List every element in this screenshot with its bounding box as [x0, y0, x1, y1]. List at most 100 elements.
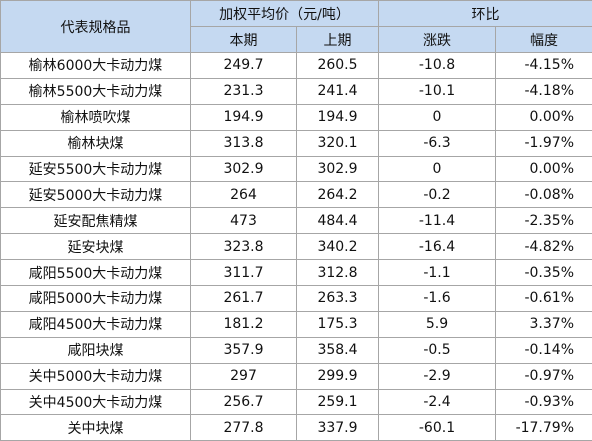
header-cell: 涨跌	[378, 26, 496, 53]
value-cell: -0.93%	[495, 388, 592, 416]
value-cell: -0.61%	[495, 285, 592, 312]
spec-cell: 延安块煤	[0, 233, 191, 261]
spec-cell: 延安配焦精煤	[0, 207, 191, 235]
table-row: 延安配焦精煤 473 484.4 -11.4 -2.35%	[0, 207, 592, 235]
value-cell: 313.8	[190, 129, 297, 157]
value-cell: -2.4	[378, 388, 496, 416]
value-cell: -0.14%	[495, 336, 592, 364]
value-cell: -10.1	[378, 77, 496, 105]
value-cell: -0.2	[378, 181, 496, 209]
value-cell: 3.37%	[495, 310, 592, 338]
value-cell: 241.4	[296, 77, 379, 105]
value-cell: 484.4	[296, 207, 379, 235]
table-row: 咸阳5000大卡动力煤 261.7 263.3 -1.6 -0.61%	[0, 285, 592, 312]
spec-cell: 榆林5500大卡动力煤	[0, 77, 191, 105]
header-row: 本期 上期 涨跌 幅度	[1, 26, 592, 53]
value-cell: -4.82%	[495, 233, 592, 261]
value-cell: 263.3	[296, 285, 379, 312]
value-cell: -0.08%	[495, 181, 592, 209]
value-cell: -2.9	[378, 362, 496, 390]
header-row: 代表规格品 加权平均价（元/吨） 环比	[0, 0, 592, 53]
value-cell: 5.9	[378, 310, 496, 338]
value-cell: 340.2	[296, 233, 379, 261]
value-cell: 357.9	[190, 336, 297, 364]
table-row: 榆林6000大卡动力煤 249.7 260.5 -10.8 -4.15%	[0, 52, 592, 79]
value-cell: -16.4	[378, 233, 496, 261]
value-cell: 302.9	[190, 155, 297, 183]
spec-cell: 咸阳5000大卡动力煤	[0, 285, 191, 312]
value-cell: 264	[190, 181, 297, 209]
value-cell: -1.6	[378, 285, 496, 312]
spec-cell: 咸阳5500大卡动力煤	[0, 259, 191, 287]
value-cell: 231.3	[190, 77, 297, 105]
value-cell: 259.1	[296, 388, 379, 416]
value-cell: 299.9	[296, 362, 379, 390]
value-cell: -11.4	[378, 207, 496, 235]
spec-cell: 关中块煤	[0, 414, 191, 441]
value-cell: 0	[378, 155, 496, 183]
spec-cell: 咸阳4500大卡动力煤	[0, 310, 191, 338]
table-row: 榆林喷吹煤 194.9 194.9 0 0.00%	[0, 103, 592, 131]
spec-cell: 关中4500大卡动力煤	[0, 388, 191, 416]
value-cell: 312.8	[296, 259, 379, 287]
value-cell: 0.00%	[495, 103, 592, 131]
value-cell: -0.5	[378, 336, 496, 364]
table-header: 代表规格品 加权平均价（元/吨） 环比 本期 上期 涨跌 幅度	[0, 0, 592, 53]
value-cell: -10.8	[378, 52, 496, 79]
value-cell: -4.18%	[495, 77, 592, 105]
table-row: 榆林块煤 313.8 320.1 -6.3 -1.97%	[0, 129, 592, 157]
table-row: 延安5000大卡动力煤 264 264.2 -0.2 -0.08%	[0, 181, 592, 209]
table-row: 榆林5500大卡动力煤 231.3 241.4 -10.1 -4.18%	[0, 77, 592, 105]
value-cell: -2.35%	[495, 207, 592, 235]
value-cell: 297	[190, 362, 297, 390]
value-cell: 175.3	[296, 310, 379, 338]
header-cell: 加权平均价（元/吨）	[190, 0, 379, 27]
header-cell: 本期	[190, 26, 297, 53]
value-cell: -6.3	[378, 129, 496, 157]
table-row: 咸阳4500大卡动力煤 181.2 175.3 5.9 3.37%	[0, 310, 592, 338]
table-body: 榆林6000大卡动力煤 249.7 260.5 -10.8 -4.15% 榆林5500大卡…	[0, 52, 592, 441]
header-cell: 幅度	[495, 26, 592, 53]
value-cell: 260.5	[296, 52, 379, 79]
header-cell: 上期	[296, 26, 379, 53]
value-cell: 320.1	[296, 129, 379, 157]
value-cell: 311.7	[190, 259, 297, 287]
table-row: 咸阳5500大卡动力煤 311.7 312.8 -1.1 -0.35%	[0, 259, 592, 287]
value-cell: 323.8	[190, 233, 297, 261]
value-cell: -17.79%	[495, 414, 592, 441]
value-cell: 261.7	[190, 285, 297, 312]
value-cell: 194.9	[296, 103, 379, 131]
value-cell: 473	[190, 207, 297, 235]
spec-cell: 榆林喷吹煤	[0, 103, 191, 131]
value-cell: 0.00%	[495, 155, 592, 183]
header-cell: 代表规格品	[0, 0, 191, 53]
table-row: 延安5500大卡动力煤 302.9 302.9 0 0.00%	[0, 155, 592, 183]
spec-cell: 咸阳块煤	[0, 336, 191, 364]
value-cell: -4.15%	[495, 52, 592, 79]
header-cell: 环比	[378, 0, 592, 27]
value-cell: 277.8	[190, 414, 297, 441]
table-row: 延安块煤 323.8 340.2 -16.4 -4.82%	[0, 233, 592, 261]
spec-cell: 榆林块煤	[0, 129, 191, 157]
value-cell: -1.97%	[495, 129, 592, 157]
value-cell: 256.7	[190, 388, 297, 416]
value-cell: 249.7	[190, 52, 297, 79]
spec-cell: 延安5500大卡动力煤	[0, 155, 191, 183]
value-cell: 302.9	[296, 155, 379, 183]
value-cell: 0	[378, 103, 496, 131]
value-cell: -0.97%	[495, 362, 592, 390]
value-cell: -60.1	[378, 414, 496, 441]
table-row: 关中4500大卡动力煤 256.7 259.1 -2.4 -0.93%	[0, 388, 592, 416]
table-row: 关中5000大卡动力煤 297 299.9 -2.9 -0.97%	[0, 362, 592, 390]
spec-cell: 延安5000大卡动力煤	[0, 181, 191, 209]
table-row: 咸阳块煤 357.9 358.4 -0.5 -0.14%	[0, 336, 592, 364]
value-cell: 264.2	[296, 181, 379, 209]
value-cell: 358.4	[296, 336, 379, 364]
value-cell: -1.1	[378, 259, 496, 287]
value-cell: 194.9	[190, 103, 297, 131]
spec-cell: 榆林6000大卡动力煤	[0, 52, 191, 79]
value-cell: 337.9	[296, 414, 379, 441]
value-cell: 181.2	[190, 310, 297, 338]
